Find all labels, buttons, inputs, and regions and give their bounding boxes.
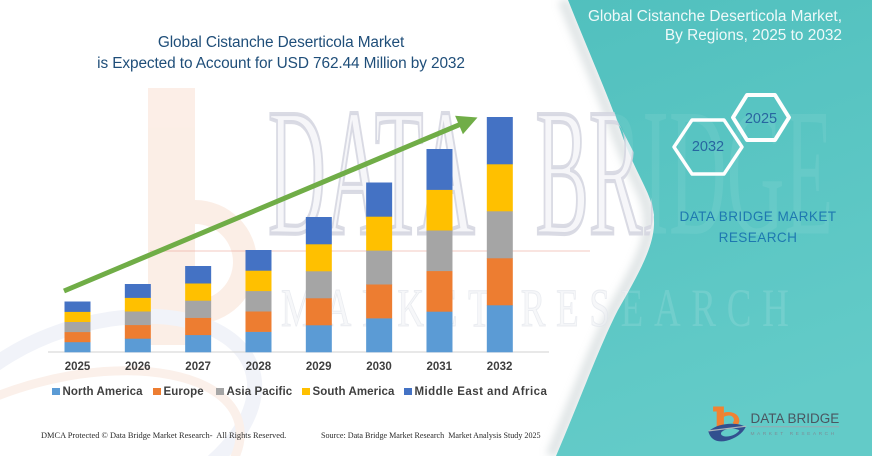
svg-text:MARKET RESEARCH: MARKET RESEARCH [751,431,837,437]
svg-text:DATA BRIDGE: DATA BRIDGE [751,411,840,426]
